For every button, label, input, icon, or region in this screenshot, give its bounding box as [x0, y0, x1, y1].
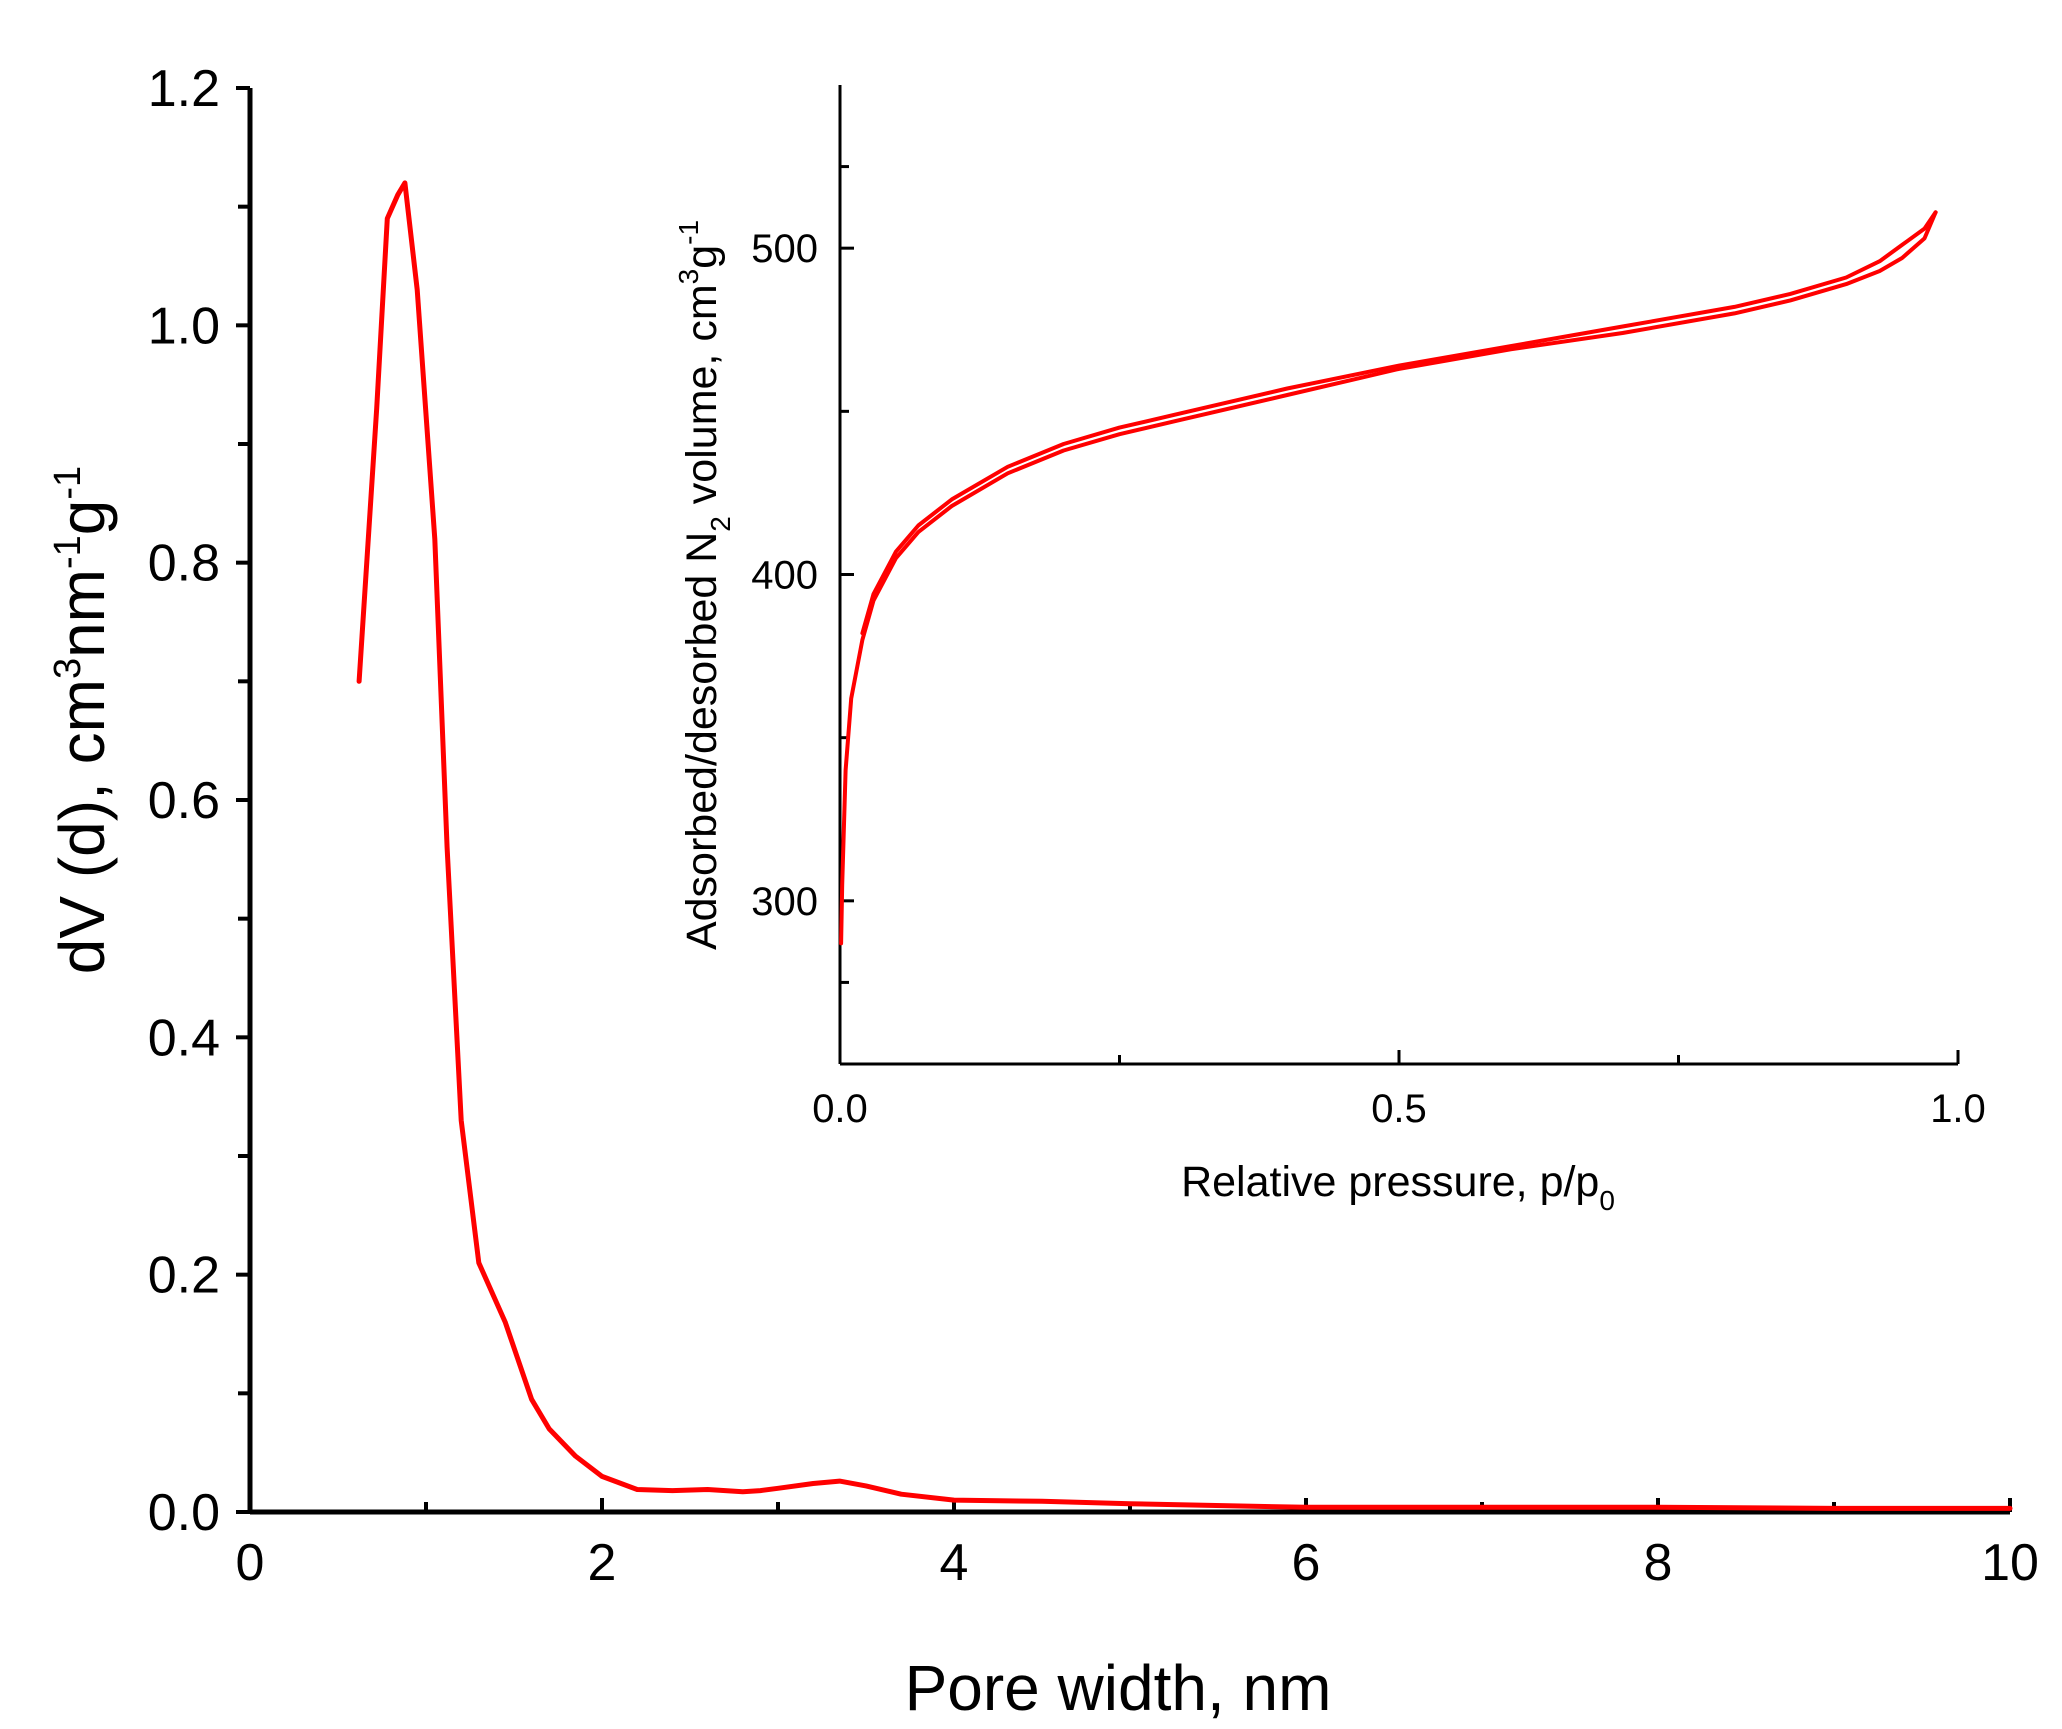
inset-x-tick-label: 0.0: [812, 1087, 868, 1131]
main-y-tick-label: 0.4: [148, 1009, 220, 1067]
main-y-tick-label: 1.2: [148, 60, 220, 118]
inset-series-line-1: [839, 210, 1938, 946]
inset-series: [839, 210, 1938, 946]
main-y-tick-label: 0.2: [148, 1247, 220, 1305]
main-y-axis-title: dV (d), cm3nm-1g-1: [46, 466, 118, 974]
main-x-tick-label: 8: [1644, 1534, 1673, 1592]
inset-y-tick-label: 300: [751, 880, 818, 924]
main-plot: 0 2 4 6 8 10 0.0 0.2 0.4 0.6 0.8 1.0 1.2 Pore width,…: [46, 60, 2039, 1724]
inset-x-tick-label: 0.5: [1371, 1087, 1427, 1131]
inset-x-tick-label: 1.0: [1930, 1087, 1986, 1131]
inset-x-axis-title: Relative pressure, p/p0: [1181, 1158, 1615, 1216]
main-series: [356, 180, 2013, 1511]
main-x-axis-title: Pore width, nm: [905, 1652, 1332, 1724]
inset-axes: 0.0 0.5 1.0 300 400 500: [751, 85, 1986, 1131]
main-y-tick-label: 0.8: [148, 535, 220, 593]
main-axes: 0 2 4 6 8 10 0.0 0.2 0.4 0.6 0.8 1.0 1.2: [148, 60, 2039, 1592]
inset-y-axis-title: Adsorbed/desorbed N2 volume, cm3g-1: [673, 220, 736, 950]
main-x-tick-label: 10: [1981, 1534, 2039, 1592]
inset-series-line-2: [860, 210, 1938, 636]
main-x-tick-label: 6: [1292, 1534, 1321, 1592]
inset-y-tick-label: 400: [751, 554, 818, 598]
main-x-tick-label: 4: [940, 1534, 969, 1592]
main-y-tick-label: 0.6: [148, 772, 220, 830]
main-series-line-1: [356, 180, 2013, 1511]
main-x-tick-label: 0: [236, 1534, 265, 1592]
inset-y-tick-label: 500: [751, 227, 818, 271]
main-y-tick-label: 1.0: [148, 297, 220, 355]
main-x-tick-label: 2: [588, 1534, 617, 1592]
inset-plot: 0.0 0.5 1.0 300 400 500 Relative pressure, p/…: [673, 85, 1986, 1216]
main-y-tick-label: 0.0: [148, 1484, 220, 1542]
